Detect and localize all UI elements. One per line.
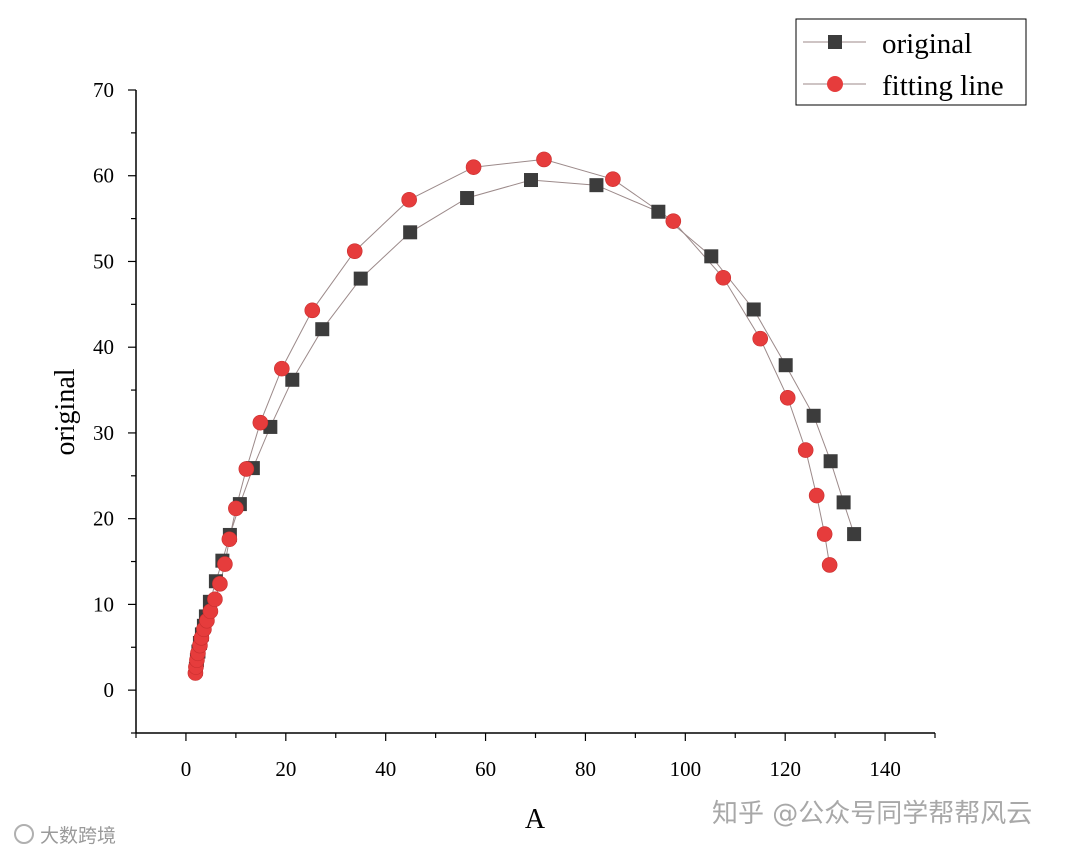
watermark-left-text: 大数跨境 [40, 825, 116, 847]
y-tick-label: 0 [104, 678, 115, 702]
data-point-fitting-line [465, 159, 482, 175]
data-point-original [285, 372, 300, 387]
x-axis-title: A [525, 804, 546, 835]
data-point-fitting-line [797, 442, 814, 458]
y-tick-label: 40 [93, 335, 114, 359]
data-point-fitting-line [665, 213, 682, 229]
watermark-right-text: 知乎 @公众号同学帮帮风云 [712, 799, 1032, 829]
data-point-fitting-line [536, 151, 552, 168]
data-point-fitting-line [304, 302, 321, 319]
legend-marker-fitting [827, 76, 843, 92]
data-point-fitting-line [221, 531, 238, 548]
y-tick-label: 20 [93, 507, 114, 531]
x-tick-label: 140 [869, 757, 901, 781]
data-point-fitting-line [821, 557, 838, 573]
data-point-original [651, 204, 666, 219]
data-point-original [847, 527, 862, 542]
data-point-fitting-line [217, 556, 233, 572]
data-point-original [353, 271, 368, 286]
series-lines [194, 158, 855, 674]
legend-label-fitting: fitting line [882, 70, 1004, 102]
data-point-fitting-line [274, 360, 290, 377]
data-point-fitting-line [228, 500, 244, 517]
data-point-original [403, 225, 418, 240]
x-tick-label: 120 [769, 757, 801, 781]
data-point-fitting-line [752, 330, 769, 347]
y-tick-label: 10 [93, 592, 114, 616]
data-point-fitting-line [238, 461, 255, 477]
data-point-fitting-line [779, 389, 796, 406]
data-point-fitting-line [605, 171, 621, 187]
watermark-bottom-left: 大数跨境 [14, 824, 116, 847]
series-line-original [195, 179, 855, 669]
data-point-original [704, 249, 719, 264]
x-tick-label: 60 [475, 757, 496, 781]
series-markers [187, 151, 862, 681]
data-point-original [806, 408, 821, 423]
data-point-original [524, 173, 539, 188]
data-point-fitting-line [816, 526, 833, 542]
data-point-fitting-line [207, 591, 223, 608]
legend: original fitting line [795, 18, 1027, 106]
data-point-fitting-line [346, 243, 363, 259]
data-point-original [315, 322, 330, 337]
legend-label-original: original [882, 28, 972, 60]
y-tick-label: 30 [93, 421, 114, 445]
x-tick-label: 0 [181, 757, 192, 781]
legend-marker-original [828, 35, 842, 49]
y-tick-label: 70 [93, 78, 114, 102]
y-axis-title: original [50, 368, 81, 455]
data-point-fitting-line [252, 414, 269, 431]
data-point-original [823, 454, 838, 469]
data-point-fitting-line [808, 487, 825, 504]
data-point-fitting-line [401, 191, 417, 208]
x-tick-label: 80 [575, 757, 596, 781]
data-point-original [778, 358, 793, 373]
data-point-fitting-line [715, 269, 732, 286]
y-tick-label: 50 [93, 249, 114, 273]
data-point-original [836, 495, 851, 510]
data-point-fitting-line [212, 576, 228, 592]
y-tick-label: 60 [93, 164, 114, 188]
x-tick-label: 40 [375, 757, 396, 781]
series-line-fitting-line [194, 158, 831, 674]
data-point-original [746, 302, 761, 317]
x-tick-label: 100 [670, 757, 702, 781]
x-tick-label: 20 [275, 757, 296, 781]
axes: 0 20 40 60 80 100 120 140 0 10 20 30 40 50 60 70 [93, 78, 936, 781]
data-point-original [460, 191, 475, 206]
watermark-bottom-right: 知乎 @公众号同学帮帮风云 [712, 799, 1032, 829]
watermark-logo-icon [14, 824, 34, 844]
data-point-original [589, 178, 604, 193]
